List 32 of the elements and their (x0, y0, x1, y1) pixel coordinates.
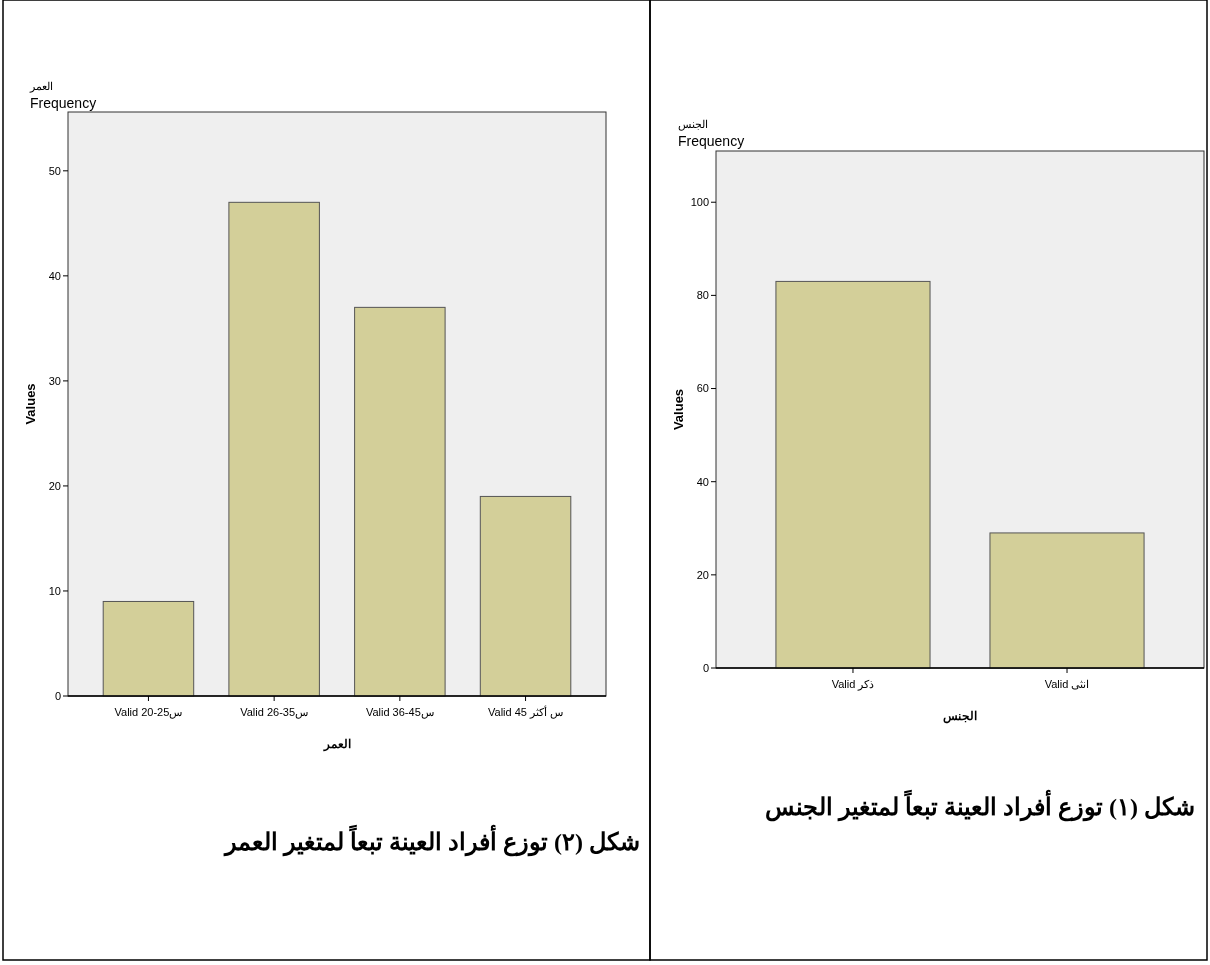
y-tick-label: 20 (48, 479, 61, 492)
x-tick-label: Valid 45 س أكثر (488, 705, 564, 719)
y-axis-title: Values (671, 388, 686, 431)
bar (479, 495, 572, 697)
y-tick-label: 0 (54, 689, 61, 702)
x-tick-label: Valid 36-45س (365, 706, 434, 719)
chart-subtitle: Frequency (678, 133, 745, 149)
x-axis-title: الجنس (943, 709, 977, 724)
y-tick-label: 30 (48, 374, 61, 387)
chart-subtitle: Frequency (30, 95, 97, 111)
chart-title: الجنس (678, 118, 708, 131)
bar (354, 306, 446, 697)
y-tick-label: 60 (696, 382, 709, 395)
x-axis-title: العمر (322, 737, 351, 752)
text: شكل (٢) توزع أفراد العينة تبعاً لمتغير العمر (222, 823, 640, 859)
text: شكل (١) توزع أفراد العينة تبعاً لمتغير الجنس (764, 788, 1195, 824)
y-tick-label: 100 (690, 196, 709, 209)
y-tick-label: 40 (48, 269, 61, 282)
x-tick-label: Valid انثى (1044, 678, 1090, 690)
y-tick-label: 50 (48, 164, 61, 177)
y-tick-label: 80 (696, 289, 709, 302)
chart-title: العمر (29, 80, 53, 93)
y-tick-label: 0 (702, 661, 709, 674)
y-tick-label: 10 (48, 584, 61, 597)
x-tick-label: Valid ذكر (831, 678, 875, 691)
x-tick-label: Valid 26-35س (240, 706, 309, 719)
y-tick-label: 40 (696, 475, 709, 488)
bar (102, 600, 195, 697)
y-tick-label: 20 (696, 568, 709, 581)
x-tick-label: Valid 20-25س (114, 706, 183, 719)
bar (228, 201, 320, 697)
y-axis-title: Values (23, 383, 38, 425)
